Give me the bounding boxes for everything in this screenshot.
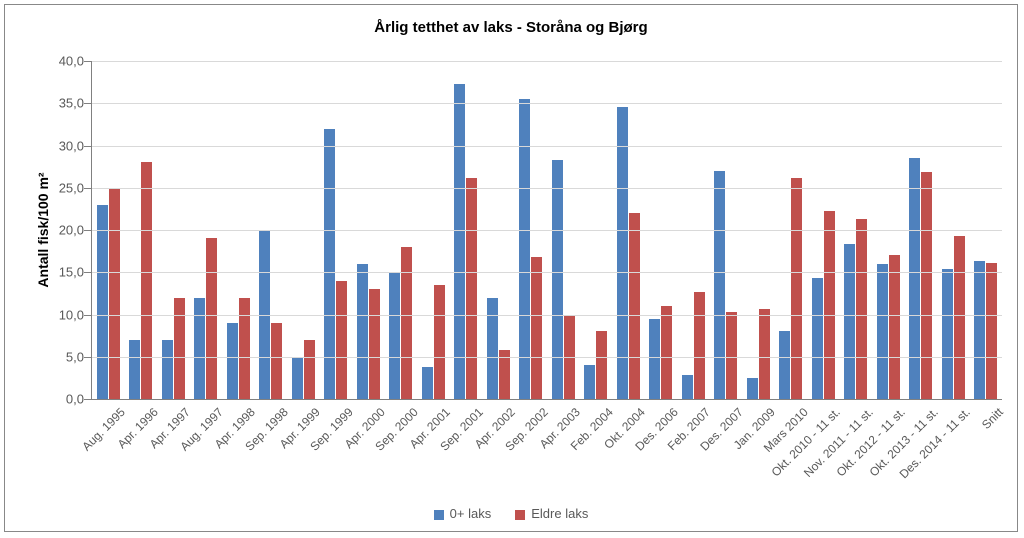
plot-area: 0,05,010,015,020,025,030,035,040,0Aug. 1…	[91, 61, 1002, 400]
bar	[357, 264, 368, 399]
bar	[552, 160, 563, 399]
bar	[292, 357, 303, 399]
bar	[779, 331, 790, 399]
gridline	[92, 61, 1002, 62]
bar	[682, 375, 693, 399]
bar	[531, 257, 542, 399]
legend-swatch	[515, 510, 525, 520]
y-tick-label: 40,0	[40, 54, 84, 69]
bar	[519, 99, 530, 399]
y-tick	[84, 103, 92, 104]
bar	[336, 281, 347, 399]
bar	[422, 367, 433, 399]
legend-swatch	[434, 510, 444, 520]
y-tick	[84, 61, 92, 62]
legend: 0+ laks Eldre laks	[5, 505, 1017, 523]
bar	[487, 298, 498, 399]
y-tick-label: 20,0	[40, 223, 84, 238]
bar	[942, 269, 953, 399]
y-tick-label: 25,0	[40, 180, 84, 195]
bar	[194, 298, 205, 399]
y-tick-label: 10,0	[40, 307, 84, 322]
bar	[759, 309, 770, 399]
bar	[206, 238, 217, 399]
legend-item: Eldre laks	[515, 506, 588, 521]
bar	[401, 247, 412, 399]
bar	[389, 272, 400, 399]
bar	[791, 178, 802, 399]
bar	[877, 264, 888, 399]
bar	[747, 378, 758, 399]
legend-label: Eldre laks	[531, 506, 588, 521]
bar	[227, 323, 238, 399]
bar	[141, 162, 152, 399]
y-tick	[84, 315, 92, 316]
gridline	[92, 103, 1002, 104]
bar	[584, 365, 595, 399]
legend-label: 0+ laks	[450, 506, 492, 521]
legend-item: 0+ laks	[434, 506, 492, 521]
bar	[889, 255, 900, 399]
y-tick	[84, 272, 92, 273]
bar	[824, 211, 835, 399]
bar	[434, 285, 445, 399]
bar	[174, 298, 185, 399]
bar	[954, 236, 965, 399]
bar	[812, 278, 823, 399]
bar	[162, 340, 173, 399]
bar	[909, 158, 920, 399]
gridline	[92, 272, 1002, 273]
bar	[97, 205, 108, 399]
y-tick-label: 5,0	[40, 349, 84, 364]
bar	[466, 178, 477, 399]
chart-title: Årlig tetthet av laks - Storåna og Bjørg	[5, 19, 1017, 36]
gridline	[92, 230, 1002, 231]
y-tick-label: 30,0	[40, 138, 84, 153]
y-tick	[84, 399, 92, 400]
gridline	[92, 188, 1002, 189]
bar	[454, 84, 465, 399]
y-tick	[84, 230, 92, 231]
bar	[324, 129, 335, 399]
bar	[239, 298, 250, 399]
bar	[714, 171, 725, 399]
bar	[271, 323, 282, 399]
gridline	[92, 146, 1002, 147]
bar	[661, 306, 672, 399]
y-tick-label: 0,0	[40, 392, 84, 407]
bar	[844, 244, 855, 399]
bar	[649, 319, 660, 399]
bar	[694, 292, 705, 399]
y-tick	[84, 146, 92, 147]
bar	[629, 213, 640, 399]
y-tick	[84, 357, 92, 358]
bar	[304, 340, 315, 399]
y-tick-label: 15,0	[40, 265, 84, 280]
bar	[596, 331, 607, 399]
chart-frame: Årlig tetthet av laks - Storåna og Bjørg…	[4, 4, 1018, 532]
gridline	[92, 357, 1002, 358]
bar	[109, 188, 120, 399]
gridline	[92, 315, 1002, 316]
bar	[726, 312, 737, 399]
bar	[369, 289, 380, 399]
y-tick	[84, 188, 92, 189]
bar	[986, 263, 997, 399]
bar	[921, 172, 932, 399]
y-tick-label: 35,0	[40, 96, 84, 111]
bar	[617, 107, 628, 399]
bar	[974, 261, 985, 399]
bar	[856, 219, 867, 399]
bar	[129, 340, 140, 399]
